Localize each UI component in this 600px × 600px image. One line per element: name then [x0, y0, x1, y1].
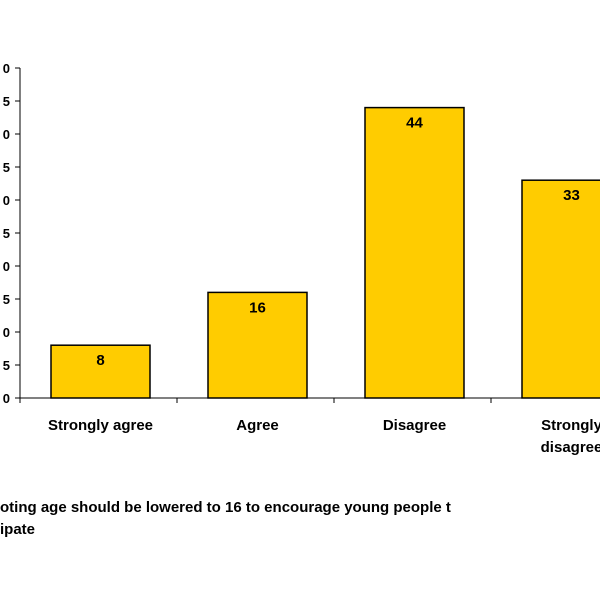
- y-tick-label: 5: [3, 292, 10, 307]
- bar: [364, 106, 465, 399]
- y-axis: 0 5 0 5 0 5 0 5 0 5 0: [3, 61, 21, 406]
- y-tick-label: 0: [3, 61, 10, 76]
- y-tick-label: 5: [3, 160, 10, 175]
- bar: [50, 344, 151, 399]
- caption-line: oting age should be lowered to 16 to enc…: [0, 499, 451, 516]
- data-label: 33: [563, 187, 580, 204]
- chart-caption: oting age should be lowered to 16 to enc…: [0, 497, 600, 541]
- category-labels: Strongly agree Agree Disagree Strongly disag…: [48, 417, 600, 456]
- category-label: Strongly agree: [48, 417, 153, 434]
- bar: [207, 291, 308, 399]
- y-tick-label: 5: [3, 226, 10, 241]
- y-tick-label: 0: [3, 325, 10, 340]
- category-label: Agree: [236, 417, 279, 434]
- data-labels: 8 16 44 33: [96, 115, 580, 370]
- caption-line: ipate: [0, 521, 36, 538]
- bar: [521, 179, 600, 399]
- data-label: 16: [249, 299, 266, 316]
- x-axis: [19, 397, 600, 403]
- data-label: 44: [406, 115, 423, 132]
- category-label: Disagree: [383, 417, 446, 434]
- y-tick-label: 0: [3, 391, 10, 406]
- y-tick-label: 5: [3, 94, 10, 109]
- category-label: Strongly disagree: [541, 417, 600, 456]
- data-label: 8: [96, 352, 104, 369]
- y-tick-label: 0: [3, 193, 10, 208]
- y-tick-label: 0: [3, 127, 10, 142]
- y-tick-label: 5: [3, 358, 10, 373]
- y-tick-label: 0: [3, 259, 10, 274]
- bars: [50, 106, 600, 399]
